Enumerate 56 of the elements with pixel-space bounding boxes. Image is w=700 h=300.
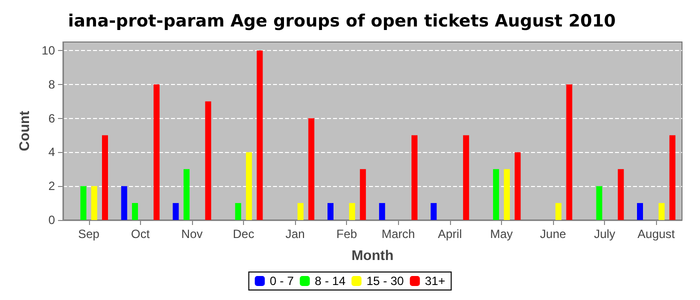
x-tick-label: Dec [232, 227, 254, 241]
y-tick-label: 0 [48, 213, 56, 227]
bar [430, 203, 437, 220]
bar [463, 135, 470, 220]
legend-label: 0 - 7 [270, 274, 294, 288]
legend-label: 15 - 30 [366, 274, 404, 288]
x-tick-label: Jan [285, 227, 305, 241]
bar [328, 203, 334, 220]
bar [566, 84, 572, 220]
bar [514, 152, 521, 220]
bar [91, 186, 98, 220]
bar [618, 169, 624, 220]
bar [658, 203, 665, 220]
x-tick-label: Nov [181, 227, 203, 241]
legend-label: 31+ [424, 274, 446, 288]
y-tick-label: 2 [48, 179, 56, 194]
chart-title: iana-prot-param Age groups of open tickets August 2010 [68, 12, 616, 32]
bar [504, 169, 510, 220]
bar [349, 203, 356, 220]
x-tick-label: August [638, 227, 676, 241]
bar [80, 186, 86, 220]
legend-label: 8 - 14 [314, 274, 346, 288]
bar [102, 135, 108, 220]
bar [172, 203, 179, 220]
x-tick-label: Feb [336, 227, 358, 241]
bar [637, 203, 644, 220]
bar [246, 152, 252, 220]
bar [379, 203, 386, 220]
bar [256, 50, 263, 220]
y-axis-title: Count [16, 110, 32, 152]
bar [132, 203, 138, 220]
bar [154, 84, 160, 220]
bar [555, 203, 562, 220]
y-tick-label: 6 [48, 111, 56, 126]
x-tick-label: Sep [78, 227, 100, 241]
y-tick-label: 10 [42, 43, 56, 58]
bar [184, 169, 190, 220]
x-tick-label: March [382, 227, 415, 241]
bar [360, 169, 366, 220]
x-tick-label: May [490, 227, 513, 241]
bar [411, 135, 418, 220]
x-axis-title: Month [352, 247, 394, 263]
bar [308, 118, 314, 220]
bar [298, 203, 304, 220]
y-tick-label: 4 [48, 145, 56, 160]
x-tick-label: July [594, 227, 616, 241]
bar [205, 101, 212, 220]
bar [493, 169, 500, 220]
bar [596, 186, 602, 220]
x-tick-label: April [438, 227, 462, 241]
bar [235, 203, 242, 220]
bar [669, 135, 676, 220]
x-tick-label: June [540, 227, 566, 241]
x-tick-label: Oct [131, 227, 150, 241]
bar [121, 186, 128, 220]
y-tick-label: 8 [48, 77, 56, 92]
